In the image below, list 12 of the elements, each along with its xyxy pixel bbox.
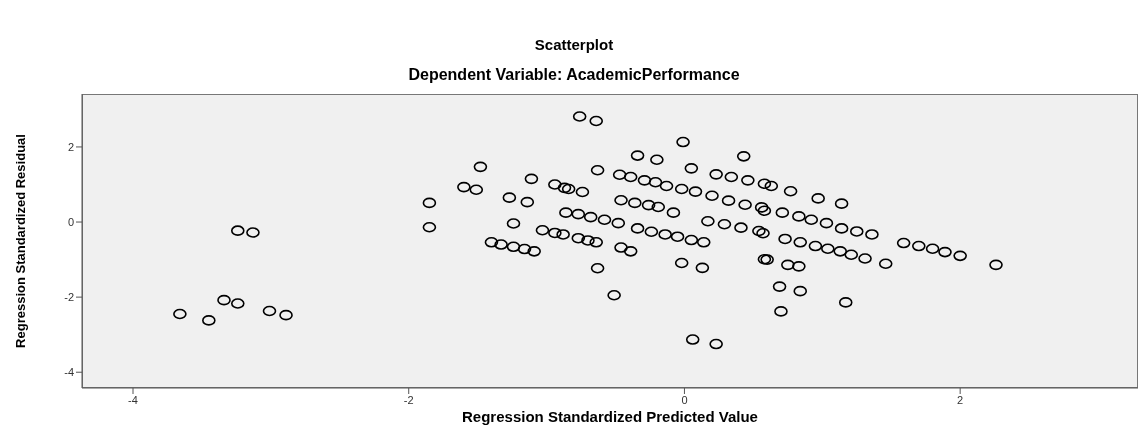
x-axis-title: Regression Standardized Predicted Value bbox=[462, 408, 758, 425]
chart-subtitle: Dependent Variable: AcademicPerformance bbox=[407, 66, 741, 85]
x-tick-label: 0 bbox=[681, 393, 688, 406]
x-tick-label: 2 bbox=[957, 393, 964, 406]
x-tick-label: -2 bbox=[403, 393, 414, 406]
y-tick-label: -2 bbox=[64, 291, 74, 304]
y-tick-label: 0 bbox=[67, 215, 74, 228]
y-tick-label: 2 bbox=[67, 140, 74, 153]
x-tick-label: -4 bbox=[128, 393, 138, 406]
chart-title: Scatterplot bbox=[533, 35, 615, 55]
y-tick-label: -4 bbox=[64, 366, 74, 379]
y-axis-title: Regression Standardized Residual bbox=[12, 134, 28, 348]
